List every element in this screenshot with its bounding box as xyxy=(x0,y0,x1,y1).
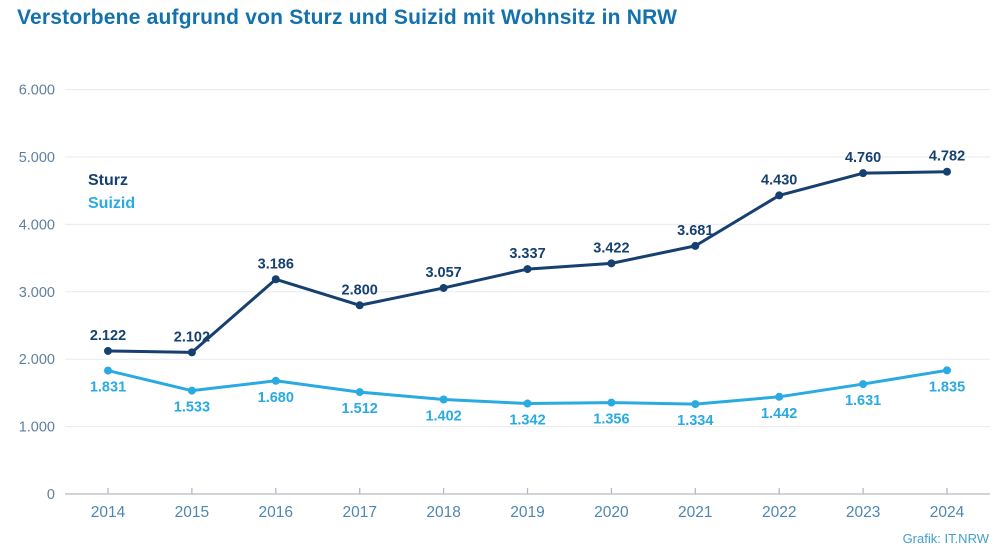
y-axis-tick-label: 3.000 xyxy=(19,285,55,301)
data-label-suizid-2024: 1.835 xyxy=(929,379,965,395)
data-label-suizid-2014: 1.831 xyxy=(90,380,126,396)
data-label-sturz-2016: 3.186 xyxy=(258,256,294,272)
x-axis-tick-label: 2019 xyxy=(510,504,544,521)
data-point-sturz-2014 xyxy=(104,346,112,355)
x-axis-tick-label: 2018 xyxy=(426,504,460,521)
data-label-suizid-2020: 1.356 xyxy=(593,412,629,428)
data-point-suizid-2018 xyxy=(439,395,448,404)
x-axis-tick-label: 2016 xyxy=(259,504,293,521)
data-label-sturz-2015: 2.102 xyxy=(174,329,210,345)
x-axis-tick-label: 2015 xyxy=(175,504,209,521)
data-label-sturz-2014: 2.122 xyxy=(90,328,126,344)
data-point-suizid-2015 xyxy=(187,386,196,395)
x-axis-tick-label: 2014 xyxy=(91,504,126,521)
data-label-suizid-2023: 1.631 xyxy=(845,393,881,409)
data-point-suizid-2020 xyxy=(607,398,616,407)
data-point-suizid-2019 xyxy=(523,399,532,408)
data-point-suizid-2024 xyxy=(943,366,951,375)
y-axis-tick-label: 6.000 xyxy=(19,83,55,99)
data-point-sturz-2020 xyxy=(607,259,616,268)
data-point-suizid-2023 xyxy=(859,380,868,389)
x-axis-tick-label: 2024 xyxy=(930,504,965,521)
data-point-sturz-2021 xyxy=(691,241,700,250)
data-point-suizid-2014 xyxy=(104,366,112,375)
chart-title: Verstorbene aufgrund von Sturz und Suizi… xyxy=(17,6,678,29)
data-point-suizid-2022 xyxy=(775,392,784,401)
legend-item-suizid: Suizid xyxy=(88,195,136,212)
y-axis-tick-label: 5.000 xyxy=(19,150,55,166)
data-point-sturz-2023 xyxy=(859,169,868,178)
y-axis-tick-label: 0 xyxy=(47,487,55,503)
x-axis-tick-label: 2023 xyxy=(846,504,880,521)
data-point-sturz-2015 xyxy=(187,348,196,357)
data-point-suizid-2016 xyxy=(271,376,280,385)
data-label-sturz-2020: 3.422 xyxy=(593,240,629,256)
data-label-sturz-2019: 3.337 xyxy=(509,246,545,262)
data-label-sturz-2022: 4.430 xyxy=(761,172,797,188)
data-point-sturz-2022 xyxy=(775,191,784,200)
data-label-suizid-2021: 1.334 xyxy=(677,413,713,429)
data-label-suizid-2016: 1.680 xyxy=(258,390,294,406)
data-point-sturz-2018 xyxy=(439,283,448,292)
data-label-sturz-2024: 4.782 xyxy=(929,149,965,165)
x-axis-tick-label: 2021 xyxy=(678,504,712,521)
series-line-suizid xyxy=(106,368,949,406)
x-axis-tick-label: 2020 xyxy=(594,504,629,521)
data-label-sturz-2023: 4.760 xyxy=(845,150,881,166)
data-label-sturz-2017: 2.800 xyxy=(342,282,378,298)
y-axis-tick-label: 4.000 xyxy=(19,217,55,233)
data-point-sturz-2016 xyxy=(271,275,280,284)
data-point-sturz-2017 xyxy=(355,301,364,310)
data-label-suizid-2022: 1.442 xyxy=(761,406,797,422)
data-point-suizid-2017 xyxy=(355,388,364,397)
y-axis-tick-label: 2.000 xyxy=(19,352,55,368)
chart-credit: Grafik: IT.NRW xyxy=(902,531,989,546)
data-label-suizid-2017: 1.512 xyxy=(342,401,378,417)
chart-legend: Sturz Suizid xyxy=(88,169,135,215)
data-label-suizid-2015: 1.533 xyxy=(174,400,210,416)
data-label-sturz-2021: 3.681 xyxy=(677,223,713,239)
data-point-sturz-2019 xyxy=(523,265,532,274)
x-axis-tick-label: 2022 xyxy=(762,504,796,521)
data-point-sturz-2024 xyxy=(943,167,951,176)
data-point-suizid-2021 xyxy=(691,400,700,409)
legend-item-sturz: Sturz xyxy=(88,172,128,189)
data-label-suizid-2019: 1.342 xyxy=(509,413,545,429)
y-axis-tick-label: 1.000 xyxy=(19,420,55,436)
x-axis-tick-label: 2017 xyxy=(342,504,376,521)
data-label-sturz-2018: 3.057 xyxy=(425,265,461,281)
data-label-suizid-2018: 1.402 xyxy=(425,409,461,425)
